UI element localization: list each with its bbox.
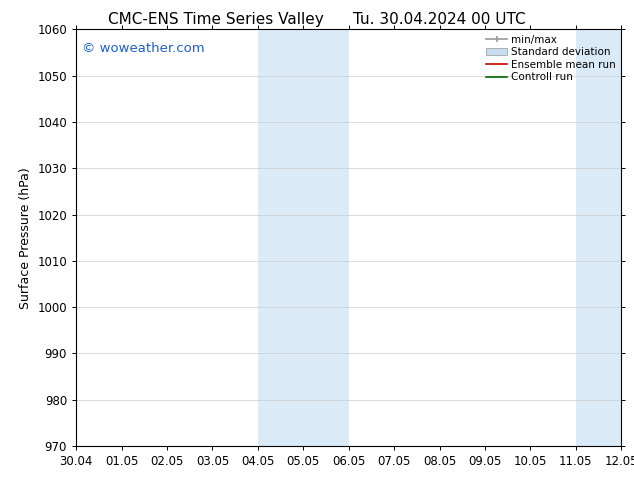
Bar: [576, 29, 621, 446]
Legend: min/max, Standard deviation, Ensemble mean run, Controll run: min/max, Standard deviation, Ensemble me…: [484, 32, 618, 84]
Text: CMC-ENS Time Series Valley      Tu. 30.04.2024 00 UTC: CMC-ENS Time Series Valley Tu. 30.04.202…: [108, 12, 526, 27]
Text: © woweather.com: © woweather.com: [82, 42, 204, 55]
Bar: [258, 29, 349, 446]
Y-axis label: Surface Pressure (hPa): Surface Pressure (hPa): [19, 167, 32, 309]
